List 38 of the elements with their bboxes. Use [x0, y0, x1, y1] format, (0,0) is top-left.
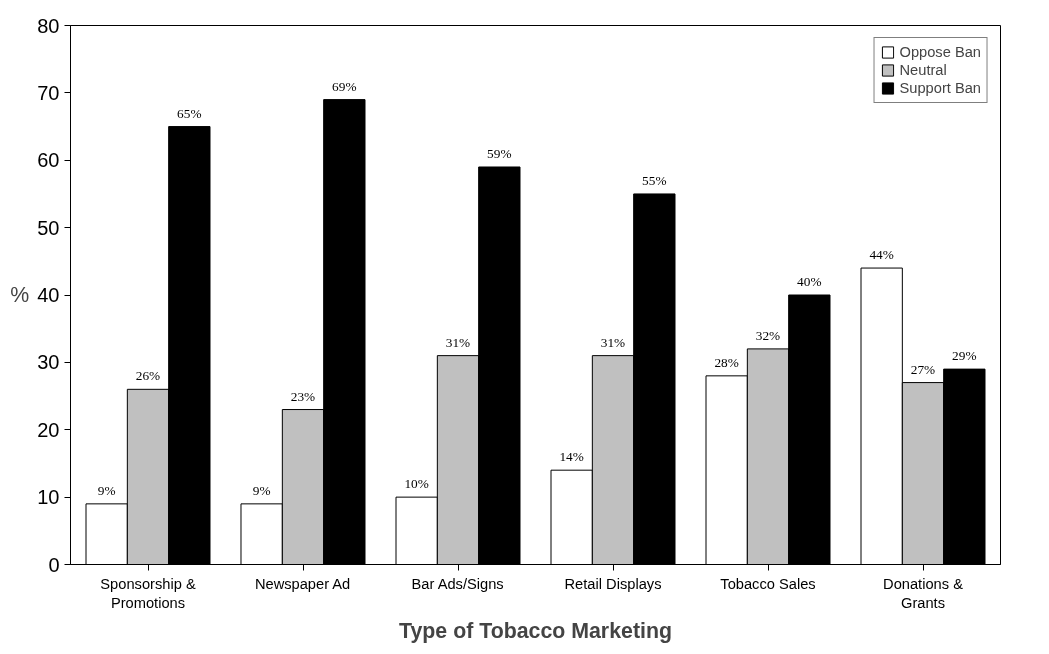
- data-label: 10%: [404, 476, 429, 492]
- data-label: 32%: [755, 327, 781, 343]
- data-label: 40%: [797, 274, 822, 289]
- data-label: 31%: [445, 334, 471, 350]
- x-tick-label: Tobacco Sales: [720, 575, 816, 592]
- legend-label: Oppose Ban: [899, 44, 981, 60]
- data-label: 9%: [252, 482, 271, 498]
- x-tick-label: Sponsorship & Promotions: [100, 575, 196, 611]
- data-label: 26%: [135, 368, 161, 384]
- data-label: 59%: [487, 145, 512, 161]
- y-tick-label: 70: [37, 81, 60, 104]
- data-label: 29%: [952, 348, 977, 364]
- x-tick-label: Donations & Grants: [883, 575, 964, 611]
- data-label: 69%: [332, 78, 357, 94]
- y-tick-label: 0: [48, 553, 60, 576]
- x-tick-label: Bar Ads/Signs: [411, 575, 504, 592]
- data-label: 14%: [559, 449, 584, 465]
- y-axis-title: %: [10, 283, 30, 307]
- legend-label: Neutral: [899, 62, 947, 78]
- x-tick-label: Newspaper Ad: [254, 575, 351, 592]
- y-tick-label: 40: [37, 284, 60, 306]
- data-label: 44%: [869, 247, 894, 263]
- x-tick-label: Retail Displays: [564, 575, 662, 592]
- data-label: 65%: [177, 105, 202, 121]
- y-tick-label: 60: [37, 149, 60, 172]
- data-label: 55%: [642, 172, 667, 188]
- y-tick-label: 80: [37, 14, 60, 37]
- data-label: 9%: [97, 482, 116, 498]
- data-label: 28%: [714, 354, 739, 370]
- data-label: 31%: [600, 334, 626, 350]
- x-axis-title: Type of Tobacco Marketing: [399, 618, 672, 643]
- y-tick-label: 30: [37, 351, 60, 374]
- y-tick-label: 50: [37, 216, 60, 239]
- data-label: 27%: [910, 361, 936, 377]
- legend-label: Support Ban: [899, 80, 981, 96]
- data-label: 23%: [290, 388, 316, 404]
- y-tick-label: 10: [37, 486, 60, 509]
- y-tick-label: 20: [37, 418, 60, 441]
